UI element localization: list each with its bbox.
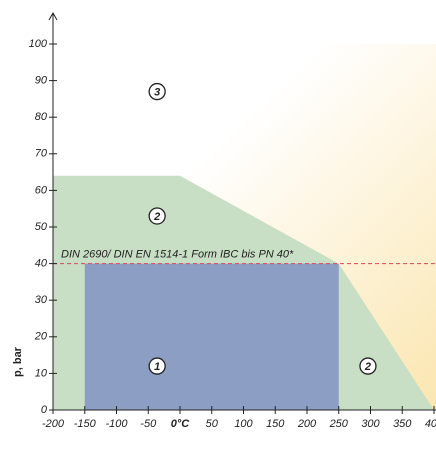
y-tick-label: 60 — [35, 184, 48, 196]
annotation-circle — [148, 207, 166, 225]
y-tick-label: 10 — [35, 367, 48, 379]
y-tick-label: 30 — [35, 294, 48, 306]
y-tick-label: 70 — [35, 148, 48, 160]
y-tick-label: 40 — [35, 258, 48, 270]
x-tick-label: 200 — [297, 418, 317, 430]
annotation-circle — [148, 82, 166, 101]
x-tick-label: -100 — [105, 418, 128, 430]
x-tick-label: 400 — [425, 418, 436, 430]
x-tick-label: 250 — [329, 418, 349, 430]
y-axis-label: p, bar — [12, 346, 24, 377]
annotation-label: 1 — [154, 361, 160, 373]
x-tick-label: 350 — [393, 418, 412, 430]
y-tick-label: 90 — [35, 75, 48, 87]
y-tick-label: 50 — [35, 221, 48, 233]
y-tick-label: 0 — [41, 404, 48, 416]
x-tick-label: 50 — [206, 418, 219, 430]
x-tick-label: -200 — [42, 418, 65, 430]
region — [84, 263, 339, 410]
annotation-label: 2 — [364, 361, 371, 373]
annotation-circle — [359, 357, 377, 375]
annotation-circle — [148, 357, 166, 375]
x-tick-label: 300 — [361, 418, 380, 430]
x-tick-label: 150 — [266, 418, 285, 430]
x-tick-label: 0°C — [171, 418, 191, 430]
x-tick-label: -50 — [140, 418, 157, 430]
y-tick-label: 80 — [35, 111, 48, 123]
x-tick-label: -150 — [74, 418, 97, 430]
x-tick-label: 100 — [234, 418, 253, 430]
annotation-label: 3 — [154, 86, 160, 98]
axis-arrow — [48, 11, 58, 21]
y-tick-label: 100 — [29, 38, 48, 50]
limit-label: DIN 2690/ DIN EN 1514-1 Form IBC bis PN … — [61, 249, 294, 261]
annotation-label: 2 — [153, 211, 160, 223]
y-tick-label: 20 — [34, 331, 48, 343]
